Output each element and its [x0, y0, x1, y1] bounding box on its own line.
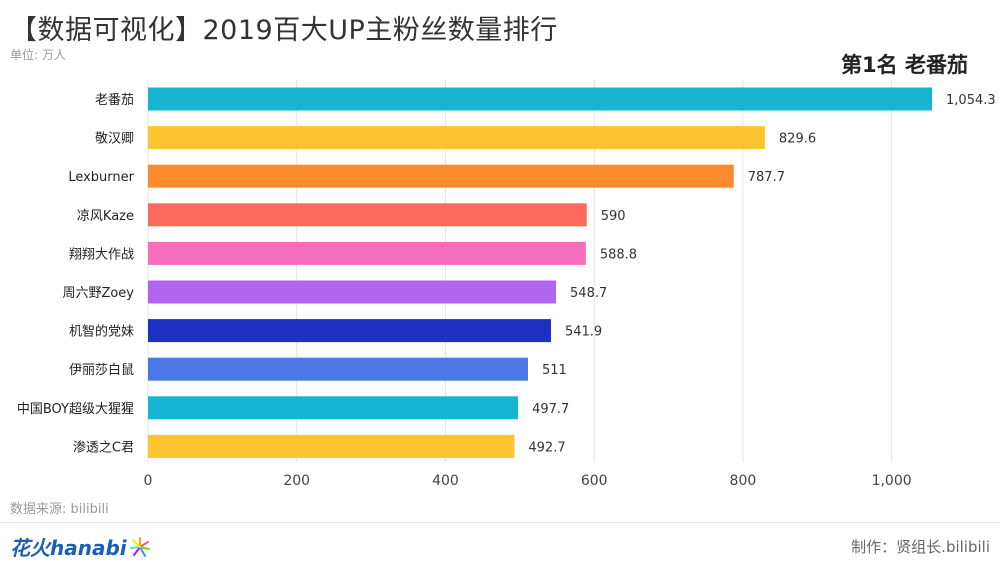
value-label: 492.7	[528, 440, 565, 455]
value-label: 511	[542, 363, 567, 378]
footer-divider	[0, 522, 1000, 523]
x-tick-label: 400	[432, 473, 459, 489]
credit-label: 制作：贤组长.bilibili	[851, 538, 990, 556]
x-axis: 0 200 400 600 800 1,000	[144, 473, 912, 489]
bar	[148, 164, 734, 188]
bar	[148, 203, 587, 227]
category-label: 老番茄	[95, 93, 134, 108]
value-label: 548.7	[570, 286, 607, 301]
category-label: 渗透之C君	[73, 440, 134, 455]
category-label: 周六野Zoey	[62, 286, 134, 301]
x-tick-label: 0	[144, 473, 153, 489]
bar	[148, 434, 515, 458]
bar	[148, 87, 933, 111]
value-label: 1,054.3	[946, 93, 996, 108]
bar	[148, 319, 551, 343]
value-label: 787.7	[748, 170, 785, 185]
category-label: 敬汉卿	[95, 131, 134, 147]
category-label: 翔翔大作战	[69, 247, 134, 262]
bar	[148, 241, 586, 265]
bar	[148, 357, 528, 381]
x-tick-label: 1,000	[872, 473, 912, 489]
category-label: 伊丽莎白鼠	[69, 362, 134, 378]
x-tick-label: 200	[283, 473, 310, 489]
value-label: 590	[601, 209, 626, 224]
category-label: 凉风Kaze	[77, 209, 134, 224]
data-source: 数据来源: bilibili	[10, 502, 109, 517]
page-title: 【数据可视化】2019百大UP主粉丝数量排行	[10, 15, 558, 46]
category-label: 机智的党妹	[69, 324, 134, 340]
labels: 老番茄 1,054.3 敬汉卿 829.6 Lexburner 787.7 凉风Kaze 59…	[17, 93, 996, 455]
value-label: 541.9	[565, 325, 602, 340]
bar	[148, 396, 519, 420]
x-tick-label: 800	[730, 473, 757, 489]
bar	[148, 126, 765, 150]
bar-chart: 老番茄 1,054.3 敬汉卿 829.6 Lexburner 787.7 凉风Kaze 59…	[17, 80, 996, 489]
unit-label: 单位: 万人	[10, 48, 66, 62]
value-label: 829.6	[779, 132, 816, 147]
category-label: Lexburner	[68, 170, 134, 185]
bars	[148, 87, 933, 458]
hanabi-logo: 花火hanabi	[10, 532, 151, 561]
rank-label: 第1名 老番茄	[841, 53, 968, 77]
firework-icon	[129, 536, 150, 557]
value-label: 588.8	[600, 247, 637, 262]
category-label: 中国BOY超级大猩猩	[17, 402, 134, 417]
logo-text: 花火hanabi	[10, 536, 127, 560]
bar	[148, 280, 557, 304]
x-tick-label: 600	[581, 473, 608, 489]
value-label: 497.7	[532, 402, 569, 417]
